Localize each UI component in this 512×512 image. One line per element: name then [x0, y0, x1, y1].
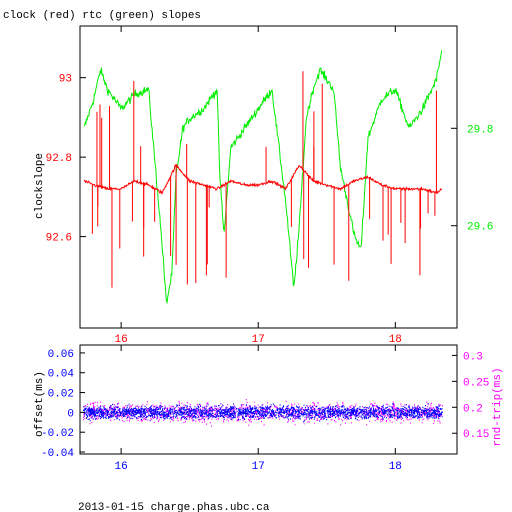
bottom-plot-area: [83, 399, 443, 427]
bottom-y-tick-label-right: 0.3: [463, 351, 483, 363]
bottom-y-tick-label-right: 0.25: [463, 377, 489, 389]
bottom-y-tick-label-left: 0.06: [48, 349, 74, 361]
rtc-series-line: [83, 50, 443, 305]
top-x-tick-label: 16: [115, 334, 128, 346]
bottom-y-tick-label-left: 0.04: [48, 369, 75, 381]
top-y-tick-label-left: 92.8: [46, 153, 72, 165]
top-y-tick-label-right: 29.8: [467, 124, 493, 136]
chart-title: clock (red) rtc (green) slopes: [3, 10, 201, 22]
bottom-y-tick-label-left: 0: [67, 408, 74, 420]
top-x-tick-label: 18: [389, 334, 402, 346]
top-plot-frame: [79, 25, 458, 329]
top-y-tick-label-right: 29.6: [467, 222, 493, 234]
top-y-tick-label-left: 93: [59, 74, 72, 86]
top-plot-area: [83, 50, 443, 305]
bottom-plot-frame: [79, 344, 458, 455]
top-y-axis-label: clockslope: [34, 153, 46, 219]
top-y-tick-label-left: 92.6: [46, 233, 72, 245]
top-axes: 16 17 18 92.6 92.8 93 29.6 29.8: [46, 26, 493, 346]
bottom-y-axis-label-left: offset(ms): [34, 371, 46, 437]
bottom-y-tick-label-right: 0.2: [463, 403, 483, 415]
bottom-x-tick-label: 17: [252, 461, 265, 473]
top-x-tick-label: 17: [252, 334, 265, 346]
bottom-y-axis-label-right: rnd-trip(ms): [492, 367, 504, 446]
bottom-y-tick-label-left: -0.04: [41, 448, 74, 460]
bottom-x-tick-label: 16: [115, 461, 128, 473]
bottom-y-tick-label-left: -0.02: [41, 428, 74, 440]
bottom-x-tick-label: 18: [389, 461, 402, 473]
footer-label: 2013-01-15 charge.phas.ubc.ca: [78, 502, 270, 512]
bottom-y-tick-label-right: 0.15: [463, 429, 489, 441]
bottom-axes: 16 17 18 -0.04 -0.02 0 0.02 0.04 0.06 0.15 0.2 0.25…: [41, 345, 489, 473]
bottom-y-tick-label-left: 0.02: [48, 389, 74, 401]
offset-points: [83, 402, 443, 423]
